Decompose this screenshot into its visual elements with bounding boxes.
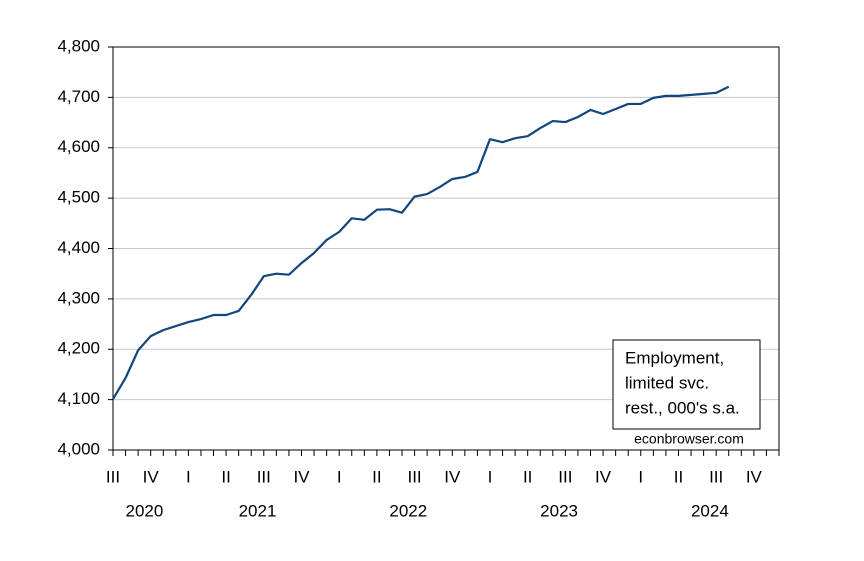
y-tick-label: 4,600 (57, 137, 100, 156)
x-tick-label: IV (595, 467, 612, 486)
x-tick-label: II (523, 467, 532, 486)
y-tick-label: 4,100 (57, 389, 100, 408)
x-group-label: 2024 (691, 501, 729, 520)
source-text: econbrowser.com (634, 431, 744, 447)
annotation-text: Employment, (625, 348, 724, 367)
x-tick-label: I (488, 467, 493, 486)
plot-frame (112, 46, 780, 451)
x-group-label: 2020 (126, 501, 164, 520)
x-tick-label: II (221, 467, 230, 486)
x-tick-label: III (558, 467, 572, 486)
x-tick-label: IV (143, 467, 160, 486)
y-tick-label: 4,200 (57, 339, 100, 358)
x-tick-label: IV (444, 467, 461, 486)
y-tick-label: 4,800 (57, 36, 100, 55)
x-tick-label: I (638, 467, 643, 486)
x-tick-label: III (257, 467, 271, 486)
y-tick-label: 4,500 (57, 188, 100, 207)
x-tick-label: III (709, 467, 723, 486)
y-tick-label: 4,300 (57, 288, 100, 307)
x-tick-label: I (337, 467, 342, 486)
annotation-text: limited svc. (625, 373, 709, 392)
x-tick-label: II (674, 467, 683, 486)
y-tick-label: 4,000 (57, 439, 100, 458)
series-line (112, 85, 730, 400)
y-tick-label: 4,700 (57, 87, 100, 106)
x-tick-label: I (186, 467, 191, 486)
x-group-label: 2023 (540, 501, 578, 520)
x-group-label: 2022 (389, 501, 427, 520)
x-tick-label: III (106, 467, 120, 486)
x-group-label: 2021 (239, 501, 277, 520)
annotation-box (612, 339, 761, 430)
annotation-text: rest., 000's s.a. (625, 398, 740, 417)
x-tick-label: III (407, 467, 421, 486)
y-tick-label: 4,400 (57, 238, 100, 257)
x-tick-label: IV (293, 467, 310, 486)
x-tick-label: II (372, 467, 381, 486)
x-tick-label: IV (746, 467, 763, 486)
